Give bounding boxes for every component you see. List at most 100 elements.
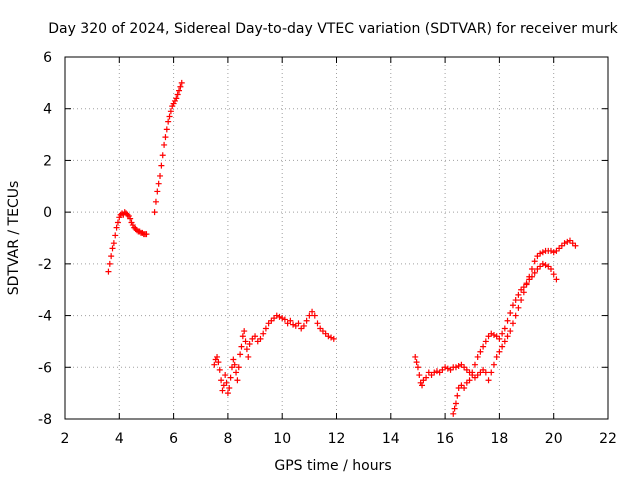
plot-frame	[64, 56, 609, 420]
x-tick-label: 22	[599, 431, 617, 447]
x-tick-label: 6	[169, 431, 178, 447]
data-point	[328, 334, 335, 341]
y-tick-label: -8	[38, 412, 52, 428]
data-point	[482, 338, 489, 345]
data-point	[165, 118, 172, 125]
data-point	[114, 219, 121, 226]
data-point	[239, 333, 246, 340]
data-point	[157, 172, 164, 179]
data-point	[553, 276, 560, 283]
data-point	[499, 343, 506, 350]
data-point	[243, 346, 250, 353]
data-point	[303, 317, 310, 324]
x-axis-label: GPS time / hours	[274, 458, 391, 474]
data-point	[177, 83, 184, 90]
x-tick-label: 2	[61, 431, 70, 447]
data-point	[224, 390, 231, 397]
data-point	[547, 247, 554, 254]
data-point	[572, 242, 579, 249]
data-point	[139, 229, 146, 236]
data-point	[537, 250, 544, 257]
data-point	[488, 369, 495, 376]
data-point	[162, 134, 169, 141]
data-point	[504, 333, 511, 340]
grid	[65, 57, 608, 419]
data-point	[474, 353, 481, 360]
data-point	[507, 309, 514, 316]
data-point	[159, 152, 166, 159]
data-point	[309, 308, 316, 315]
data-point	[423, 374, 430, 381]
data-point	[561, 240, 568, 247]
data-point	[151, 209, 158, 216]
data-point	[550, 271, 557, 278]
x-tick-label: 8	[223, 431, 232, 447]
data-point	[539, 260, 546, 267]
x-tick-label: 16	[436, 431, 454, 447]
data-point	[477, 348, 484, 355]
data-point	[226, 384, 233, 391]
data-point	[330, 335, 337, 342]
data-point	[450, 410, 457, 417]
data-point	[490, 361, 497, 368]
data-point	[485, 377, 492, 384]
data-point	[444, 365, 451, 372]
x-tick-label: 20	[545, 431, 563, 447]
data-point	[281, 316, 288, 323]
data-point	[155, 180, 162, 187]
data-point	[241, 328, 248, 335]
data-point	[216, 366, 223, 373]
y-tick-label: 2	[43, 153, 52, 169]
data-point	[454, 392, 461, 399]
data-point	[528, 266, 535, 273]
series-segment-5	[450, 260, 560, 417]
data-point	[143, 231, 150, 238]
data-point	[412, 353, 419, 360]
data-point	[262, 325, 269, 332]
data-points	[105, 79, 579, 417]
data-point	[311, 312, 318, 319]
data-point	[490, 331, 497, 338]
data-point	[455, 362, 462, 369]
data-point	[257, 335, 264, 342]
data-point	[113, 224, 120, 231]
data-point	[152, 198, 159, 205]
x-tick-label: 14	[382, 431, 400, 447]
data-point	[214, 353, 221, 360]
x-tick-label: 4	[115, 431, 124, 447]
data-point	[161, 141, 168, 148]
data-point	[496, 335, 503, 342]
y-axis-label: SDTVAR / TECUs	[6, 181, 22, 296]
data-point	[295, 320, 302, 327]
data-point	[242, 338, 249, 345]
data-point	[413, 359, 420, 366]
data-point	[451, 405, 458, 412]
data-point	[480, 343, 487, 350]
data-point	[564, 238, 571, 245]
data-point	[523, 281, 530, 288]
series-segment-2	[151, 79, 185, 216]
data-point	[325, 333, 332, 340]
data-point	[246, 341, 253, 348]
data-point	[471, 361, 478, 368]
x-tick-label: 12	[328, 431, 346, 447]
data-point	[106, 260, 113, 267]
data-point	[173, 95, 180, 102]
data-point	[550, 249, 557, 256]
y-tick-label: 0	[43, 205, 52, 221]
x-tick-label: 10	[273, 431, 291, 447]
data-point	[260, 330, 267, 337]
data-point	[518, 297, 525, 304]
data-point	[223, 379, 230, 386]
data-point	[469, 369, 476, 376]
series-segment-4	[412, 353, 489, 389]
data-point	[136, 228, 143, 235]
data-point	[238, 343, 245, 350]
data-point	[531, 258, 538, 265]
data-point	[234, 377, 241, 384]
data-point	[419, 382, 426, 389]
data-point	[499, 330, 506, 337]
data-point	[112, 232, 119, 239]
data-point	[235, 364, 242, 371]
data-point	[509, 302, 516, 309]
